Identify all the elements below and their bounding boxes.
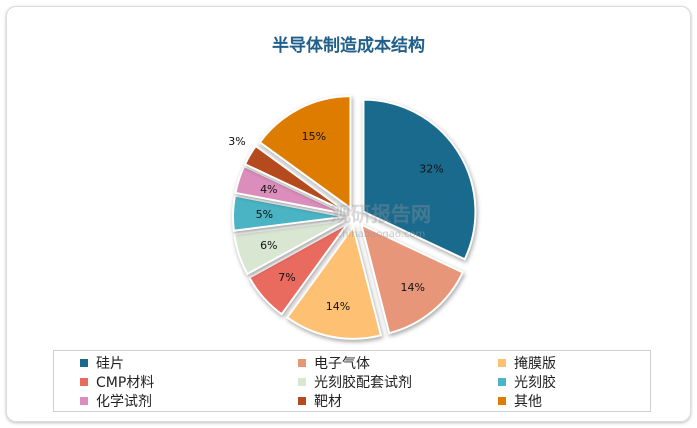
legend-swatch-6 — [80, 396, 88, 405]
legend-item-8: 其他 — [472, 391, 652, 410]
legend-swatch-7 — [298, 396, 306, 405]
pie-slice-8 — [258, 95, 352, 211]
legend-label-0: 硅片 — [96, 355, 124, 372]
pie-slice-0 — [362, 98, 477, 261]
watermark-url: chinabaogao.com — [337, 229, 426, 240]
legend-label-1: 电子气体 — [314, 355, 370, 372]
legend-label-3: CMP材料 — [96, 374, 155, 391]
slice-data-label-5: 5% — [256, 208, 273, 221]
pie-slice-7 — [243, 144, 347, 213]
slice-data-label-7: 3% — [228, 135, 245, 148]
pie-chart: 32% 14% 14% 7% 6% 5% 4% 3% 15% 观研报告网 chinabaogao.c… — [228, 95, 477, 340]
pie-slice-5 — [232, 194, 346, 232]
legend-item-7: 靶材 — [272, 391, 472, 410]
chart-frame: 半导体制造成本结构 32% 14% 14% 7% 6% 5% 4% 3% 15% 观研报告网 chi… — [6, 6, 691, 422]
legend-item-3: CMP材料 — [54, 372, 272, 391]
legend-label-4: 光刻胶配套试剂 — [314, 374, 412, 391]
chart-title: 半导体制造成本结构 — [272, 36, 425, 56]
legend-swatch-3 — [80, 377, 88, 386]
slice-data-label-3: 7% — [278, 271, 295, 284]
legend-item-2: 掩膜版 — [472, 353, 652, 372]
legend-label-5: 光刻胶 — [514, 374, 556, 391]
slice-data-label-6: 4% — [260, 183, 277, 196]
legend-swatch-1 — [298, 358, 306, 367]
pie-slice-1 — [359, 222, 465, 335]
slice-data-label-8: 15% — [302, 130, 326, 143]
chart-legend: 硅片 电子气体 掩膜版 CMP材料 光刻胶配套试剂 光刻胶化学试剂 靶材 其他 — [53, 350, 651, 412]
pie-slice-6 — [234, 164, 346, 215]
legend-label-8: 其他 — [514, 393, 542, 410]
legend-label-2: 掩膜版 — [514, 355, 556, 372]
legend-item-0: 硅片 — [54, 353, 272, 372]
legend-item-4: 光刻胶配套试剂 — [272, 372, 472, 391]
legend-item-6: 化学试剂 — [54, 391, 272, 410]
legend-swatch-4 — [298, 377, 306, 386]
legend-label-7: 靶材 — [314, 393, 342, 410]
pie-slice-3 — [247, 222, 349, 316]
slice-data-label-4: 6% — [260, 239, 277, 252]
watermark-text: 观研报告网 — [331, 202, 431, 226]
slice-data-label-0: 32% — [419, 162, 443, 175]
legend-label-6: 化学试剂 — [96, 393, 152, 410]
slice-data-label-1: 14% — [401, 281, 425, 294]
legend-swatch-0 — [80, 358, 88, 367]
legend-swatch-5 — [498, 377, 506, 386]
legend-item-5: 光刻胶 — [472, 372, 652, 391]
legend-swatch-2 — [498, 358, 506, 367]
legend-item-1: 电子气体 — [272, 353, 472, 372]
slice-data-label-2: 14% — [326, 300, 350, 313]
legend-swatch-8 — [498, 396, 506, 405]
pie-slice-4 — [233, 219, 346, 276]
pie-slice-2 — [285, 224, 383, 340]
